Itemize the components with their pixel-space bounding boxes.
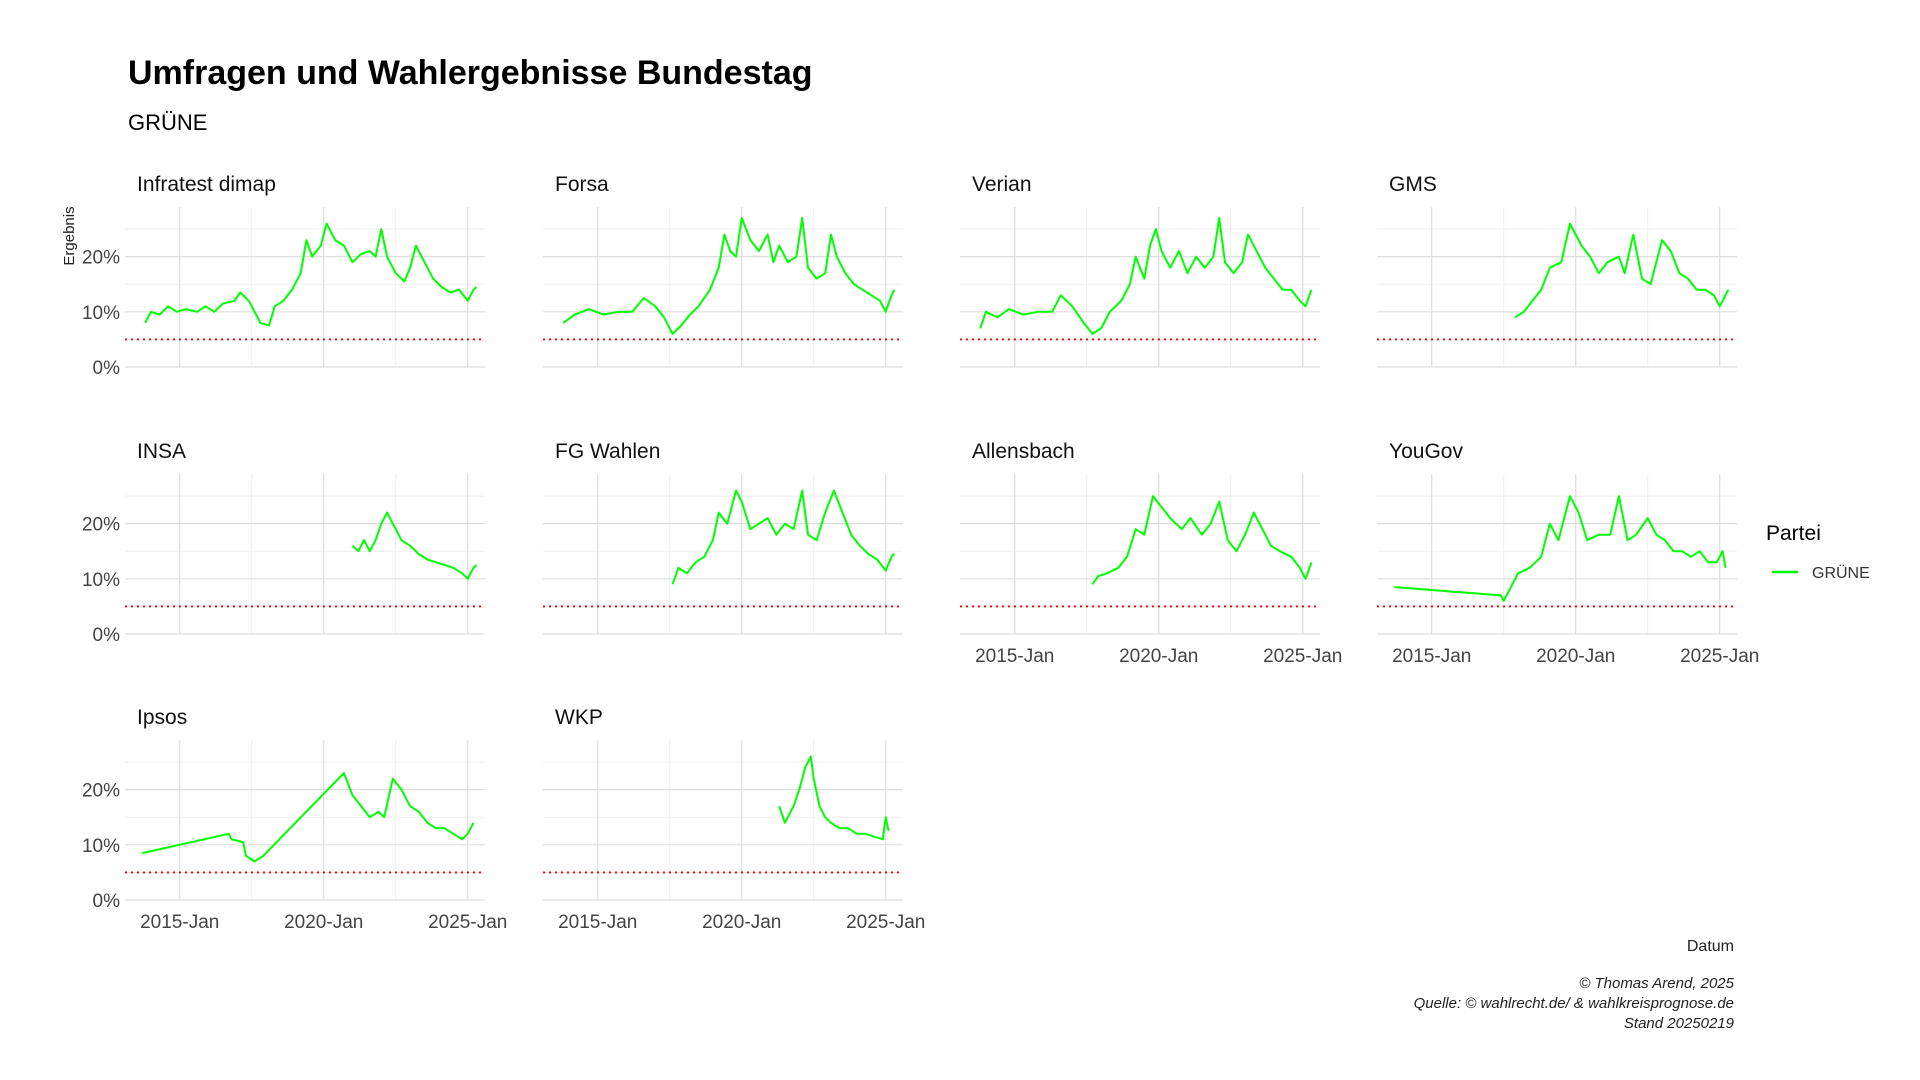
y-tick-label: 10% bbox=[82, 570, 120, 591]
facet-panel: Ipsos 0% 10% 20% 2015-Jan 2020-Jan 2025-Jan bbox=[82, 706, 507, 933]
x-tick-label: 2015-Jan bbox=[140, 912, 219, 933]
facet-panel: GMS bbox=[1377, 173, 1737, 368]
x-tick-label: 2020-Jan bbox=[1119, 646, 1198, 667]
y-tick-label: 20% bbox=[82, 248, 120, 269]
caption-source: Quelle: © wahlrecht.de/ & wahlkreisprogn… bbox=[1414, 995, 1734, 1012]
series-line-gruene bbox=[1394, 495, 1727, 602]
x-tick-label: 2015-Jan bbox=[975, 646, 1054, 667]
facet-panel: Infratest dimap 0% 10% 20% bbox=[82, 173, 485, 379]
panel-title: Forsa bbox=[555, 173, 609, 196]
chart-title: Umfragen und Wahlergebnisse Bundestag bbox=[128, 54, 813, 92]
facet-panel: Forsa bbox=[543, 173, 903, 368]
y-tick-label: 0% bbox=[93, 625, 121, 646]
panel-title: GMS bbox=[1389, 173, 1437, 196]
series-line-gruene bbox=[142, 772, 475, 863]
facet-panel: Allensbach 2015-Jan 2020-Jan 2025-Jan bbox=[960, 440, 1342, 667]
series-line-gruene bbox=[778, 755, 890, 841]
x-tick-label: 2025-Jan bbox=[1263, 646, 1342, 667]
chart-subtitle: GRÜNE bbox=[128, 110, 207, 135]
panel-title: Allensbach bbox=[972, 440, 1075, 463]
panel-title: INSA bbox=[137, 440, 186, 463]
x-tick-label: 2025-Jan bbox=[1680, 646, 1759, 667]
panel-title: Infratest dimap bbox=[137, 173, 276, 196]
series-line-gruene bbox=[979, 217, 1313, 335]
legend-title: Partei bbox=[1766, 522, 1821, 545]
facet-panel: FG Wahlen bbox=[543, 440, 903, 635]
series-line-gruene bbox=[1514, 222, 1730, 319]
y-tick-label: 10% bbox=[82, 303, 120, 324]
caption: © Thomas Arend, 2025 Quelle: © wahlrecht… bbox=[1414, 975, 1735, 1032]
panel-title: WKP bbox=[555, 706, 603, 729]
caption-date: Stand 20250219 bbox=[1624, 1015, 1735, 1032]
x-tick-label: 2015-Jan bbox=[558, 912, 637, 933]
panel-title: FG Wahlen bbox=[555, 440, 660, 463]
facet-panel: Verian bbox=[960, 173, 1320, 368]
y-axis-title: Ergebnis bbox=[61, 206, 78, 265]
y-tick-label: 20% bbox=[82, 515, 120, 536]
facet-panel: WKP 2015-Jan 2020-Jan 2025-Jan bbox=[543, 706, 925, 933]
y-tick-label: 20% bbox=[82, 781, 120, 802]
panel-title: Verian bbox=[972, 173, 1032, 196]
panel-title: YouGov bbox=[1389, 440, 1463, 463]
series-line-gruene bbox=[1091, 495, 1313, 585]
facet-grid: Infratest dimap 0% 10% 20% Forsa Verian GMS INS… bbox=[82, 173, 1759, 933]
caption-credit: © Thomas Arend, 2025 bbox=[1579, 975, 1734, 992]
x-tick-label: 2020-Jan bbox=[1536, 646, 1615, 667]
series-line-gruene bbox=[351, 511, 478, 580]
series-line-gruene bbox=[562, 217, 896, 335]
y-tick-label: 0% bbox=[93, 358, 121, 379]
legend-item-label: GRÜNE bbox=[1812, 564, 1870, 582]
facet-panel: INSA 0% 10% 20% bbox=[82, 440, 485, 646]
series-line-gruene bbox=[144, 222, 478, 327]
panel-title: Ipsos bbox=[137, 706, 187, 729]
y-tick-label: 0% bbox=[93, 891, 121, 912]
y-tick-label: 10% bbox=[82, 836, 120, 857]
x-axis-title: Datum bbox=[1687, 938, 1734, 955]
legend: Partei GRÜNE bbox=[1766, 522, 1870, 582]
x-tick-label: 2015-Jan bbox=[1392, 646, 1471, 667]
x-tick-label: 2020-Jan bbox=[284, 912, 363, 933]
series-line-gruene bbox=[671, 489, 896, 585]
x-tick-label: 2025-Jan bbox=[846, 912, 925, 933]
x-tick-label: 2020-Jan bbox=[702, 912, 781, 933]
x-tick-label: 2025-Jan bbox=[428, 912, 507, 933]
facet-panel: YouGov 2015-Jan 2020-Jan 2025-Jan bbox=[1377, 440, 1759, 667]
